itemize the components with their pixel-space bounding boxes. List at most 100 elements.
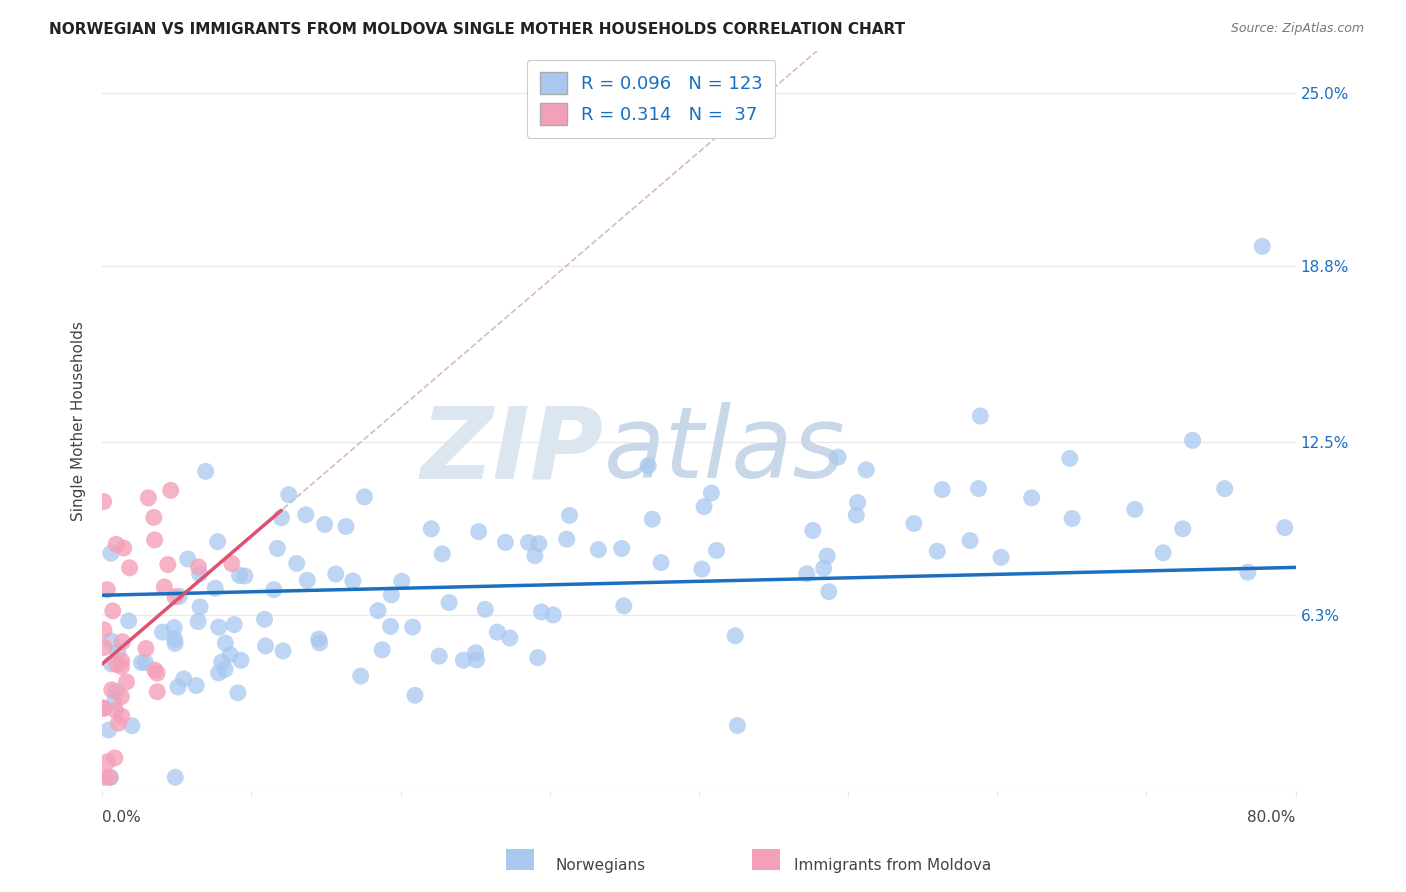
Point	[1123, 502, 1146, 516]
Point	[1213, 482, 1236, 496]
Point	[404, 689, 426, 703]
Point	[103, 695, 125, 709]
Point	[486, 625, 509, 640]
Point	[253, 612, 276, 626]
Point	[1274, 521, 1296, 535]
Point	[146, 684, 169, 698]
Point	[641, 512, 664, 526]
Point	[163, 621, 186, 635]
Point	[325, 567, 347, 582]
Point	[96, 582, 118, 597]
Point	[214, 662, 236, 676]
Point	[690, 562, 713, 576]
Text: Source: ZipAtlas.com: Source: ZipAtlas.com	[1230, 22, 1364, 36]
Point	[725, 718, 748, 732]
Point	[969, 409, 991, 423]
Point	[110, 659, 132, 673]
Point	[432, 547, 454, 561]
Point	[846, 495, 869, 509]
Point	[167, 589, 190, 603]
Point	[474, 602, 496, 616]
Point	[817, 584, 839, 599]
Point	[93, 640, 115, 655]
Point	[990, 550, 1012, 565]
Point	[98, 770, 121, 784]
Point	[815, 549, 838, 563]
Point	[188, 566, 211, 581]
Point	[105, 657, 128, 672]
Point	[211, 655, 233, 669]
Point	[855, 463, 877, 477]
Point	[177, 552, 200, 566]
Point	[266, 541, 288, 556]
Point	[165, 770, 187, 784]
Point	[93, 770, 115, 784]
Point	[1251, 239, 1274, 253]
Point	[163, 632, 186, 646]
Point	[214, 636, 236, 650]
Point	[226, 686, 249, 700]
Point	[465, 653, 488, 667]
Point	[558, 508, 581, 523]
Point	[401, 620, 423, 634]
Point	[610, 541, 633, 556]
Point	[1062, 511, 1084, 525]
Point	[107, 644, 129, 658]
Point	[111, 709, 134, 723]
Point	[1181, 434, 1204, 448]
Point	[845, 508, 868, 523]
Point	[187, 560, 209, 574]
Point	[104, 684, 127, 698]
Point	[93, 623, 115, 637]
Point	[163, 590, 186, 604]
Text: Norwegians: Norwegians	[555, 858, 645, 872]
Point	[207, 534, 229, 549]
Point	[96, 755, 118, 769]
Point	[100, 770, 122, 784]
Point	[165, 636, 187, 650]
Point	[207, 665, 229, 680]
Point	[135, 641, 157, 656]
Point	[271, 644, 294, 658]
Point	[187, 615, 209, 629]
Point	[517, 535, 540, 549]
Point	[1021, 491, 1043, 505]
Point	[801, 524, 824, 538]
Point	[173, 672, 195, 686]
Point	[194, 464, 217, 478]
Point	[827, 450, 849, 464]
Point	[117, 614, 139, 628]
Text: Immigrants from Moldova: Immigrants from Moldova	[794, 858, 991, 872]
Point	[371, 642, 394, 657]
Point	[796, 566, 818, 581]
Text: 0.0%: 0.0%	[103, 810, 141, 825]
Point	[143, 533, 166, 547]
Point	[221, 557, 243, 571]
Point	[100, 546, 122, 560]
Point	[285, 557, 308, 571]
Point	[420, 522, 443, 536]
Point	[308, 632, 330, 646]
Point	[121, 719, 143, 733]
Point	[159, 483, 181, 498]
Point	[588, 542, 610, 557]
Point	[186, 679, 208, 693]
Point	[494, 535, 516, 549]
Point	[1171, 522, 1194, 536]
Point	[254, 639, 277, 653]
Point	[959, 533, 981, 548]
Point	[104, 703, 127, 717]
Point	[813, 561, 835, 575]
Point	[467, 524, 489, 539]
Point	[118, 561, 141, 575]
Point	[294, 508, 316, 522]
Point	[100, 657, 122, 671]
Point	[153, 580, 176, 594]
Point	[380, 619, 402, 633]
Point	[204, 581, 226, 595]
Point	[152, 625, 174, 640]
Point	[167, 680, 190, 694]
Point	[208, 620, 231, 634]
Point	[453, 653, 475, 667]
Point	[93, 494, 115, 508]
